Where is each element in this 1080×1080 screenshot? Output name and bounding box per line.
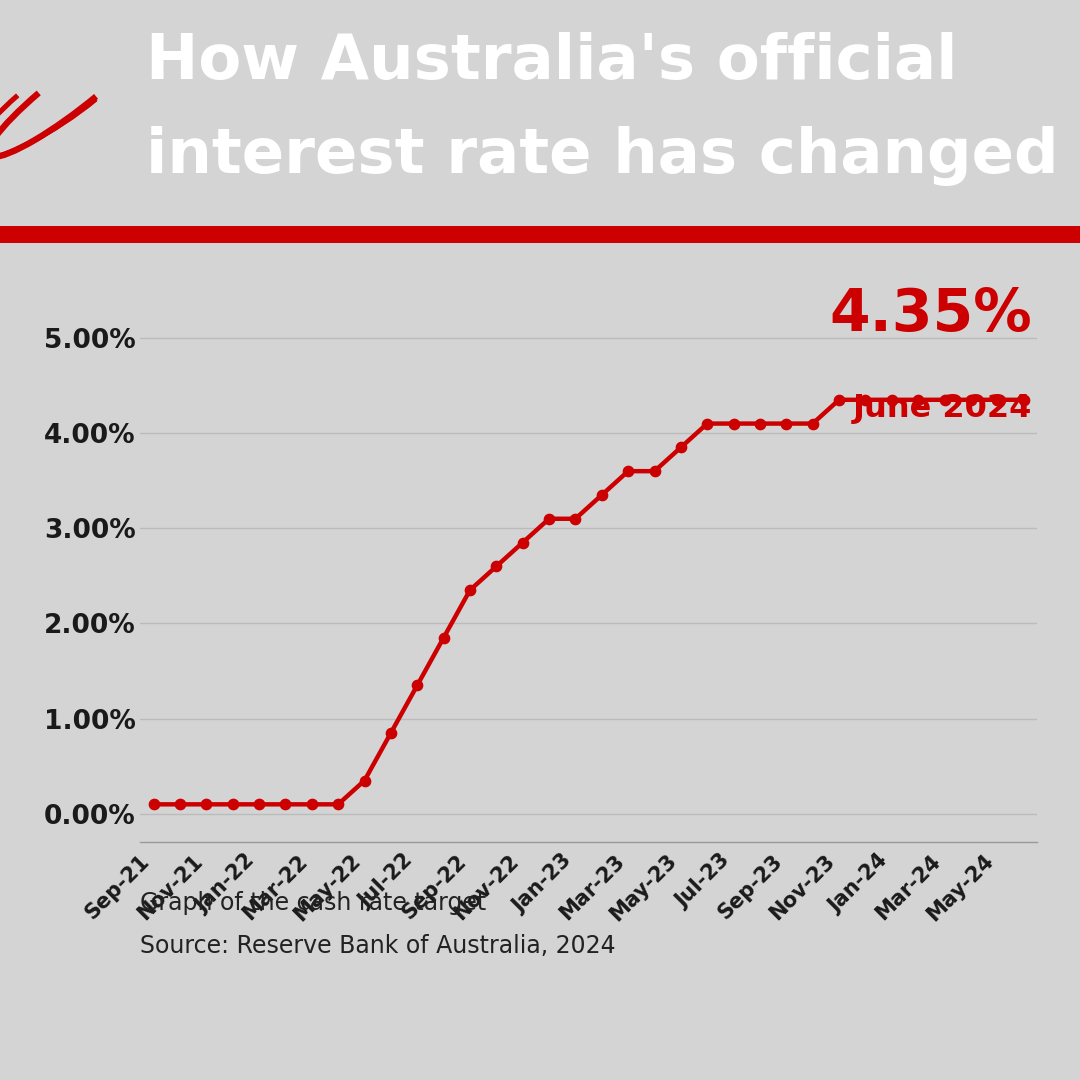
Point — [962, 391, 980, 408]
Point — [382, 725, 400, 742]
Point — [540, 510, 557, 527]
Point — [514, 534, 531, 551]
Point — [303, 796, 321, 813]
Point — [752, 415, 769, 432]
Text: How Australia's official: How Australia's official — [146, 31, 957, 92]
Point — [804, 415, 822, 432]
Point — [567, 510, 584, 527]
Point — [856, 391, 874, 408]
Point — [329, 796, 347, 813]
Text: Source: Reserve Bank of Australia, 2024: Source: Reserve Bank of Australia, 2024 — [140, 934, 616, 958]
Point — [198, 796, 215, 813]
Point — [172, 796, 189, 813]
Point — [145, 796, 162, 813]
Point — [725, 415, 742, 432]
Point — [435, 630, 453, 647]
Point — [883, 391, 901, 408]
Text: June 2024: June 2024 — [853, 393, 1032, 424]
Point — [778, 415, 795, 432]
Point — [461, 581, 478, 598]
Point — [672, 438, 689, 456]
Bar — [0, 226, 1080, 243]
Point — [620, 462, 637, 480]
Point — [276, 796, 294, 813]
Text: 4.35%: 4.35% — [829, 286, 1032, 343]
Point — [1015, 391, 1032, 408]
Point — [909, 391, 927, 408]
Point — [699, 415, 716, 432]
Point — [831, 391, 848, 408]
Point — [251, 796, 268, 813]
Point — [593, 486, 610, 503]
Point — [224, 796, 241, 813]
Text: interest rate has changed: interest rate has changed — [146, 126, 1058, 187]
Point — [646, 462, 663, 480]
Point — [988, 391, 1005, 408]
Point — [356, 772, 374, 789]
Point — [936, 391, 954, 408]
Text: Graph of the cash rate target: Graph of the cash rate target — [140, 891, 487, 915]
Point — [488, 557, 505, 575]
Point — [408, 677, 426, 694]
